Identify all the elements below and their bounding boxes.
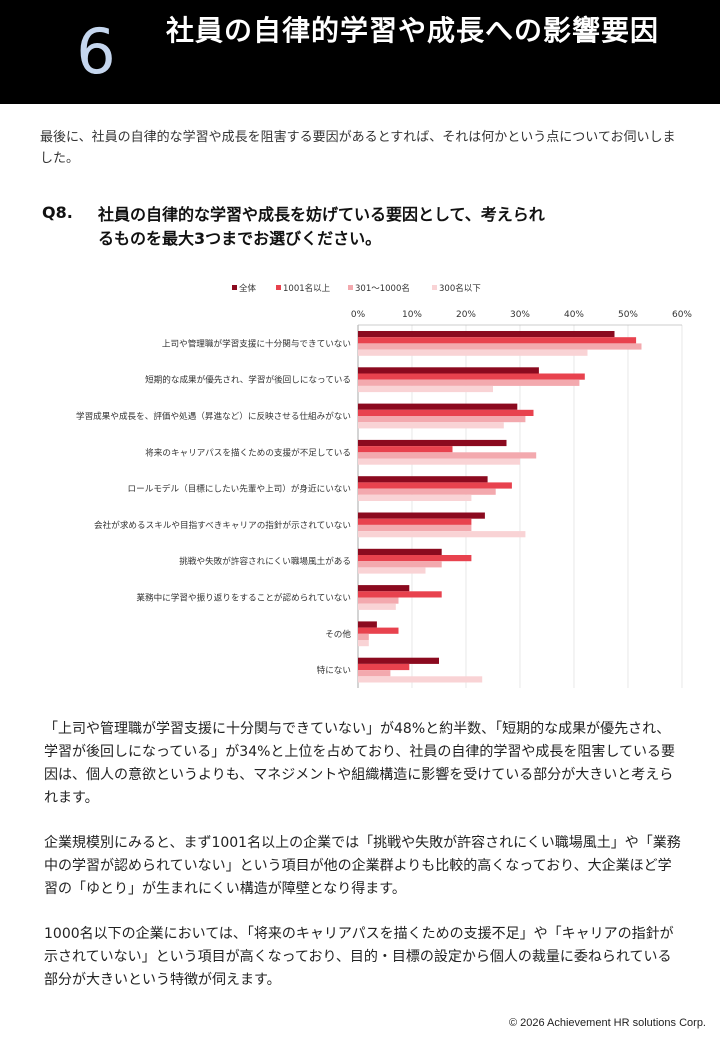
bar	[358, 403, 518, 410]
bar	[358, 561, 442, 568]
bar	[358, 524, 472, 532]
analysis-paragraph-2: 企業規模別にみると、まず1001名以上の企業では「挑戦や失敗が許容されにくい職場…	[44, 835, 681, 897]
category-label: 学習成果や成長を、評価や処遇（昇進など）に反映させる仕組みがない	[76, 410, 351, 422]
x-tick-label: 30%	[510, 310, 530, 320]
x-tick-label: 60%	[672, 310, 692, 320]
category-label: 上司や管理職が学習支援に十分関与できていない	[162, 337, 351, 349]
bar	[358, 409, 534, 416]
bar	[358, 657, 439, 664]
category-label: 特にない	[317, 664, 351, 676]
legend-label: 301〜1000名	[355, 283, 410, 294]
analysis-paragraph-1: 「上司や管理職が学習支援に十分関与できていない」が48%と約半数、「短期的な成果…	[44, 721, 676, 806]
bar	[358, 633, 369, 640]
bar	[358, 567, 426, 574]
bar	[358, 591, 442, 598]
bar	[358, 337, 637, 344]
legend-label: 1001名以上	[283, 283, 331, 294]
bar	[358, 422, 504, 429]
bar	[358, 488, 496, 495]
category-label: 短期的な成果が優先され、学習が後回しになっている	[145, 374, 351, 386]
legend-swatch	[232, 285, 237, 290]
bar	[358, 621, 377, 628]
copyright-footer: © 2026 Achievement HR solutions Corp.	[508, 1017, 706, 1029]
bar-chart: 全体 1001名以上 301〜1000名 300名以下 0% 10% 20% 30% 40% 50…	[0, 270, 720, 700]
bar	[358, 603, 396, 610]
x-tick-label: 40%	[564, 310, 584, 320]
bar	[358, 663, 410, 671]
x-tick-label: 0%	[351, 310, 366, 320]
legend-swatch	[432, 285, 437, 290]
bar	[358, 385, 493, 393]
category-label: 業務中に学習や振り返りをすることが認められていない	[136, 592, 351, 604]
bar	[358, 476, 488, 483]
bar	[358, 518, 472, 525]
legend-label: 300名以下	[439, 283, 481, 294]
bar	[358, 548, 442, 555]
section-number: 6	[76, 15, 116, 88]
category-label: 会社が求めるスキルや目指すべきキャリアの指針が示されていない	[94, 519, 351, 531]
bar	[358, 670, 391, 677]
bar	[358, 367, 539, 374]
bar	[358, 676, 483, 683]
question-text: 社員の自律的な学習や成長を妨げている要因として、考えられるものを最大3つまでお選…	[98, 205, 545, 248]
bar	[358, 597, 399, 604]
chart-canvas: 全体 1001名以上 301〜1000名 300名以下 0% 10% 20% 30% 40% 50…	[76, 283, 692, 688]
bar	[358, 482, 512, 489]
bar	[358, 512, 485, 519]
bar	[358, 373, 585, 380]
question-number: Q8.	[42, 203, 73, 222]
bar	[358, 555, 472, 562]
bar	[358, 458, 520, 465]
bar	[358, 627, 399, 634]
bar	[358, 343, 642, 350]
page-title: 社員の自律的学習や成長への影響要因	[166, 14, 660, 47]
bar	[358, 446, 453, 453]
x-tick-label: 10%	[402, 310, 422, 320]
page-header: 6 社員の自律的学習や成長への影響要因	[0, 0, 720, 104]
bar	[358, 439, 507, 447]
bar	[358, 331, 615, 338]
legend-swatch	[348, 285, 353, 290]
legend-swatch	[276, 285, 281, 290]
bar	[358, 452, 537, 459]
category-label: 将来のキャリアパスを描くための支援が不足している	[145, 446, 351, 458]
bar	[358, 416, 526, 423]
x-tick-label: 20%	[456, 310, 476, 320]
bar	[358, 379, 580, 386]
bar	[358, 531, 526, 538]
category-label: 挑戦や失敗が許容されにくい職場風土がある	[179, 555, 351, 567]
analysis-paragraph-3: 1000名以下の企業においては、「将来のキャリアパスを描くための支援不足」や「キ…	[44, 926, 674, 988]
intro-text: 最後に、社員の自律的な学習や成長を阻害する要因があるとすれば、それは何かという点…	[40, 130, 676, 166]
category-label: その他	[325, 628, 351, 640]
x-tick-label: 50%	[618, 310, 638, 320]
category-label: ロールモデル（目標にしたい先輩や上司）が身近にいない	[128, 483, 351, 495]
bar	[358, 585, 410, 592]
bar	[358, 349, 588, 356]
bar	[358, 640, 369, 647]
bar	[358, 494, 472, 501]
legend-label: 全体	[239, 283, 257, 294]
